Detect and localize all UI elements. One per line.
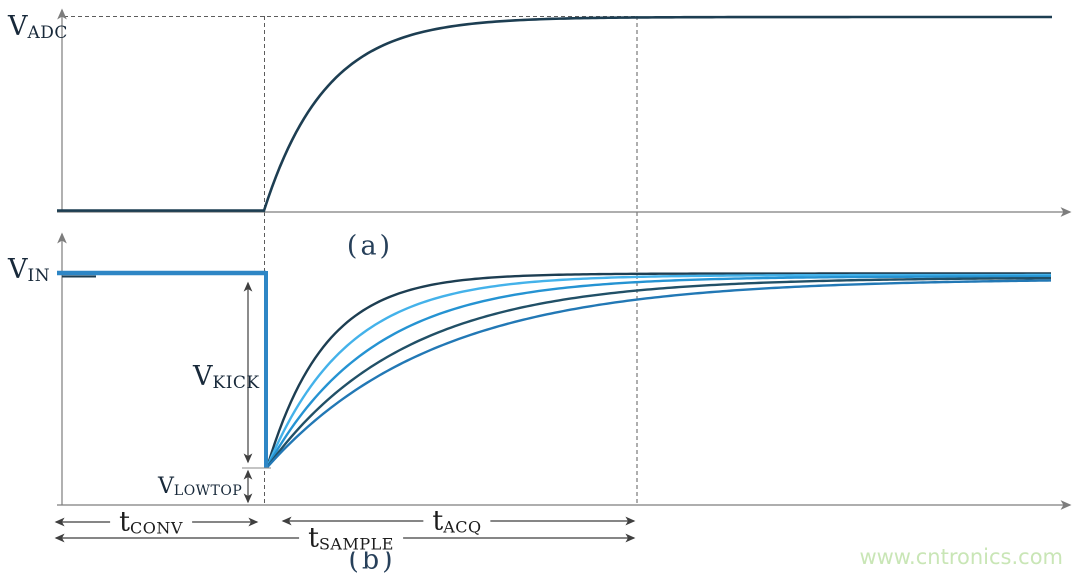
vadc-symbol: V	[8, 11, 28, 42]
settling-curve-4	[266, 276, 1052, 469]
tsample-label: tSAMPLE	[299, 522, 403, 554]
vkick-symbol: V	[193, 361, 213, 392]
vkick-subscript: KICK	[212, 373, 260, 393]
watermark-text: www.cntronics.com	[859, 545, 1063, 569]
settling-curve-1	[265, 272, 1051, 468]
vlowtop-subscript: LOWTOP	[173, 483, 243, 499]
settling-curve-2	[265, 273, 1051, 468]
tconv-label: tCONV	[110, 506, 192, 538]
settling-curve-3	[265, 275, 1051, 469]
tacq-subscript: ACQ	[443, 517, 482, 537]
vin-symbol: V	[8, 254, 28, 285]
settling-curve-5	[266, 279, 1052, 469]
tacq-symbol: t	[432, 505, 444, 537]
tsample-subscript: SAMPLE	[318, 534, 394, 554]
panel-a-caption: (a)	[342, 230, 398, 262]
tconv-symbol: t	[119, 506, 130, 538]
vadc-waveform	[57, 15, 1052, 212]
vin-axis-label: VIN	[8, 254, 51, 286]
vadc-axis-label: VADC	[8, 11, 68, 43]
vin-subscript: IN	[27, 266, 51, 286]
vadc-subscript: ADC	[27, 23, 68, 43]
vkick-label: VKICK	[193, 361, 260, 393]
tconv-subscript: CONV	[129, 518, 183, 538]
vlowtop-symbol: V	[158, 474, 174, 499]
tacq-label: tACQ	[423, 505, 491, 537]
vlowtop-label: VLOWTOP	[158, 474, 243, 499]
tsample-symbol: t	[308, 522, 319, 554]
